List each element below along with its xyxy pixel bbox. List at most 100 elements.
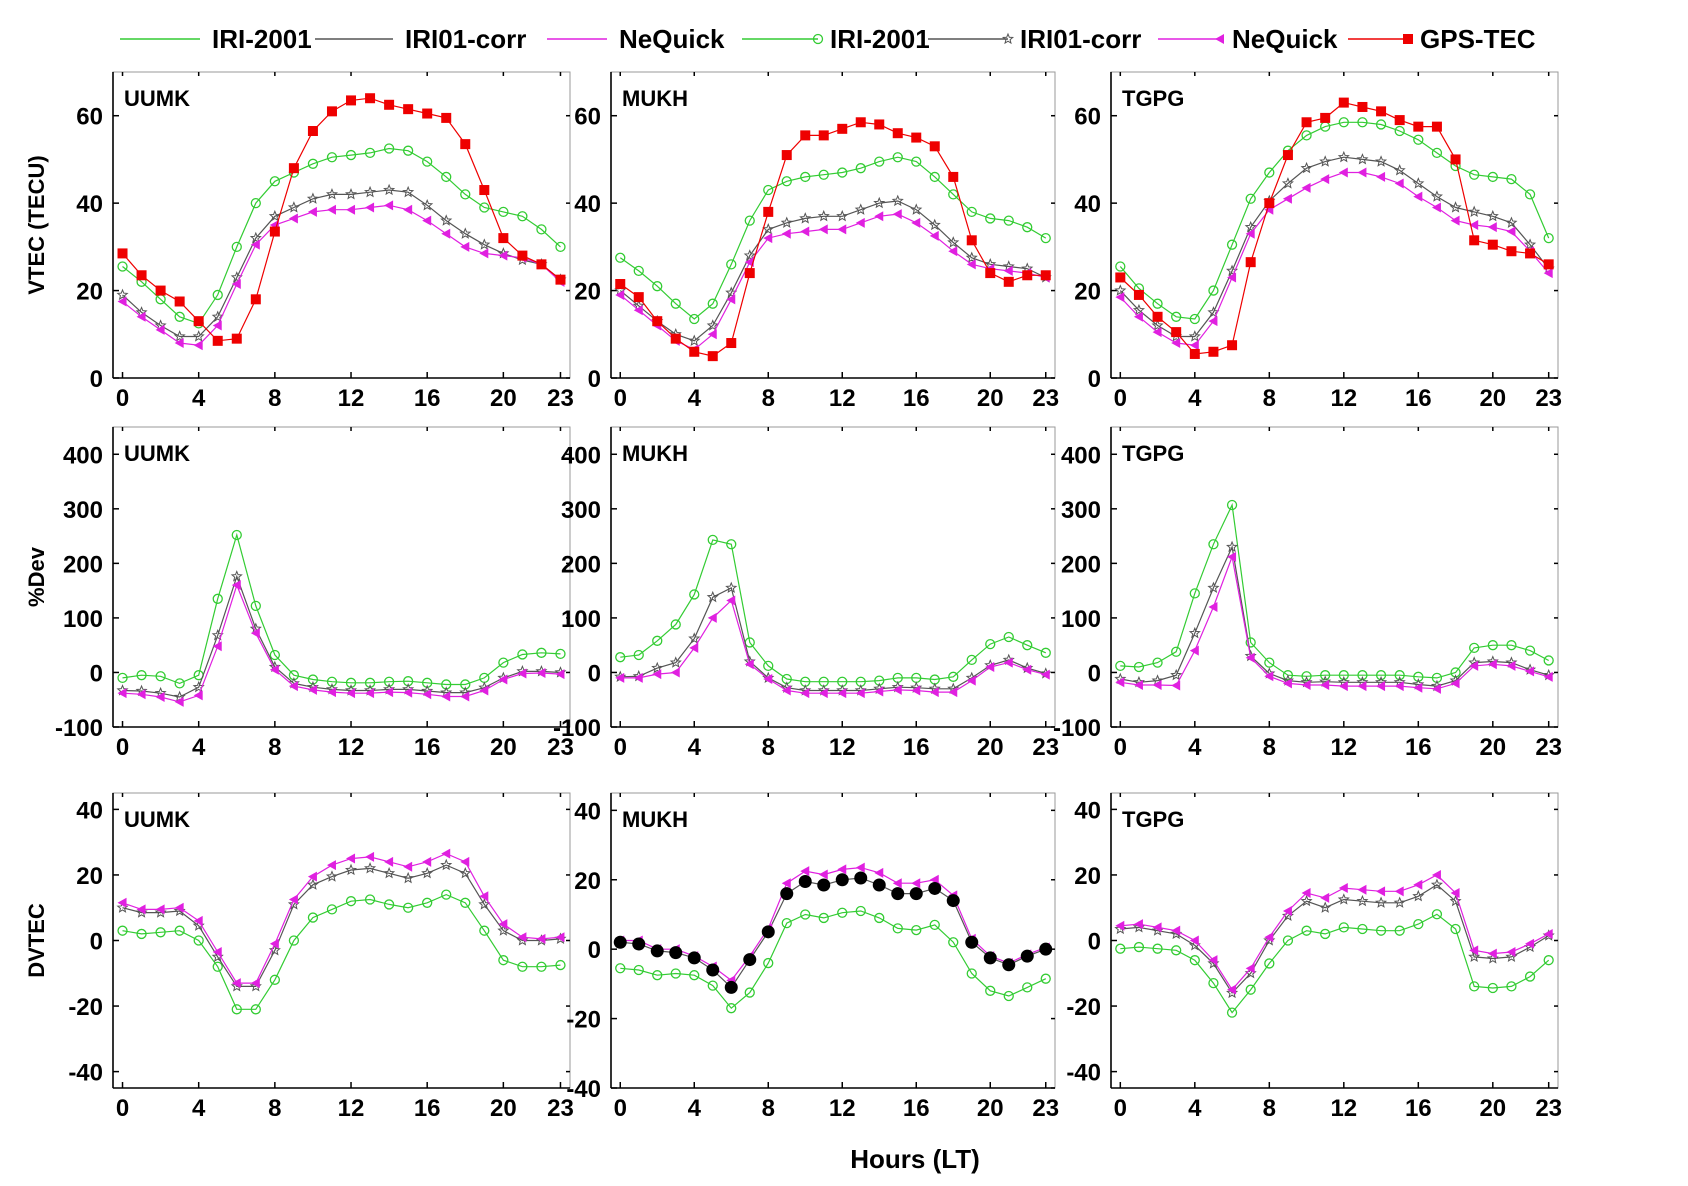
- data-point-iri01-corr-8: [268, 209, 281, 222]
- data-point-iri01-corr-15: [1393, 164, 1406, 176]
- series-line: [122, 189, 561, 338]
- data-point-nequick-7: [744, 257, 754, 268]
- data-point-nequick-9: [1282, 678, 1292, 689]
- data-point-iri01-corr-11: [817, 209, 830, 222]
- data-point-iri01-corr-12: [1337, 893, 1350, 905]
- x-tick-label: 8: [762, 385, 775, 412]
- data-point-nequick-14: [384, 687, 394, 698]
- data-point-iri01-corr-6: [230, 570, 243, 582]
- data-point-nequick-2: [652, 669, 662, 680]
- data-point-iri01-corr-16: [910, 203, 923, 215]
- data-point-iri-2001-5: [1208, 539, 1219, 550]
- y-tick-label: 200: [1061, 551, 1101, 578]
- data-point-nequick-13: [855, 862, 865, 873]
- data-point-nequick-16: [1413, 682, 1423, 693]
- data-point-nequick-6: [1227, 551, 1237, 562]
- data-point-nequick-9: [288, 894, 298, 905]
- data-point-iri01-corr-1: [1132, 303, 1145, 316]
- data-point-nequick-21: [1003, 265, 1013, 276]
- y-axis-label: VTEC (TECU): [24, 155, 49, 294]
- data-point-nequick-23: [1543, 928, 1553, 939]
- data-point-iri-2001-18: [948, 671, 959, 682]
- y-tick-label: 0: [1088, 660, 1101, 687]
- data-point-gps-tec-14: [874, 119, 885, 130]
- data-point-iri-2001-7: [250, 1004, 261, 1015]
- data-point-gps-tec-3: [670, 333, 681, 344]
- data-point-nequick-20: [985, 662, 995, 672]
- x-axis-label: Hours (LT): [850, 1144, 980, 1174]
- data-point-nequick-23: [1040, 669, 1050, 680]
- data-point-nequick-14: [874, 686, 884, 697]
- data-point-iri01-corr-12: [836, 209, 849, 222]
- legend-star-marker: [1001, 32, 1015, 45]
- data-point-gps-tec-23: [1543, 259, 1554, 270]
- data-point-iri-2001-19: [966, 968, 977, 979]
- data-point-iri-2001-0: [117, 672, 128, 684]
- station-label: TGPG: [1122, 86, 1184, 111]
- data-point-nequick-6: [231, 580, 241, 591]
- data-point-iri-2001-14: [874, 912, 885, 924]
- y-axis-label: %Dev: [24, 546, 49, 607]
- data-point-iri01-corr-16: [421, 866, 434, 879]
- series-nequick: [117, 580, 565, 707]
- data-point-iri-2001-8: [763, 184, 774, 196]
- station-label: MUKH: [622, 86, 688, 111]
- data-point-iri-2001-12: [837, 167, 848, 178]
- series-iri-2001: [117, 889, 566, 1015]
- data-point-nequick-23: [555, 932, 565, 943]
- data-point-gps-tec-18: [460, 139, 471, 150]
- data-point-mean-1: [632, 937, 646, 951]
- series-line: [122, 97, 561, 342]
- data-point-nequick-17: [441, 228, 451, 239]
- x-tick-label: 0: [1114, 1095, 1127, 1122]
- data-point-iri-2001-9: [1282, 935, 1294, 946]
- series-iri01-corr: [1114, 878, 1555, 999]
- data-point-iri01-corr-10: [1300, 894, 1313, 907]
- data-point-nequick-20: [1487, 222, 1497, 233]
- data-point-iri-2001-11: [326, 904, 338, 915]
- series-line: [1119, 121, 1550, 320]
- data-point-iri-2001-16: [911, 156, 922, 167]
- y-tick-label: 40: [574, 798, 601, 825]
- panel-mukh-row2: 0 4 8 12 16 20 23 -40 -20 0 20 40 MUKH: [566, 792, 1059, 1122]
- data-point-gps-tec-14: [384, 99, 395, 110]
- data-point-nequick-16: [911, 685, 921, 696]
- y-tick-label: -100: [553, 715, 601, 742]
- series-line: [1120, 554, 1549, 690]
- data-point-iri01-corr-18: [459, 227, 472, 239]
- data-point-iri-2001-8: [763, 957, 774, 969]
- data-point-iri01-corr-11: [325, 188, 339, 200]
- legend-triangle-marker: [1215, 34, 1224, 44]
- data-point-iri-2001-1: [633, 649, 644, 661]
- data-point-nequick-7: [744, 659, 754, 670]
- data-point-nequick-6: [1227, 984, 1237, 995]
- data-point-nequick-16: [911, 878, 921, 889]
- legend-entry-iri-2001-0: IRI-2001: [120, 24, 312, 54]
- data-point-iri-2001-9: [1282, 670, 1294, 681]
- data-point-gps-tec-8: [763, 206, 774, 217]
- data-point-iri-2001-3: [670, 619, 681, 630]
- data-point-iri-2001-3: [1171, 945, 1182, 956]
- data-point-iri01-corr-15: [891, 194, 904, 207]
- series-line: [122, 574, 561, 698]
- data-point-gps-tec-16: [911, 132, 922, 143]
- data-point-mean-7: [743, 953, 757, 967]
- data-point-gps-tec-13: [855, 117, 866, 128]
- data-point-nequick-16: [422, 215, 432, 226]
- data-point-nequick-17: [441, 848, 451, 859]
- panel-tgpg-row0: 0 4 8 12 16 20 23 0 20 40 60 TGPG: [1074, 71, 1562, 412]
- data-point-nequick-20: [1487, 659, 1497, 670]
- x-tick-label: 20: [1479, 385, 1506, 412]
- x-tick-label: 16: [903, 1095, 930, 1122]
- data-point-nequick-21: [1506, 226, 1516, 237]
- data-point-iri-2001-16: [1413, 918, 1424, 930]
- data-point-iri-2001-2: [1152, 657, 1163, 668]
- data-point-gps-tec-9: [781, 150, 792, 161]
- data-point-iri-2001-3: [174, 925, 185, 936]
- data-point-iri-2001-5: [707, 298, 718, 309]
- series-line: [620, 866, 1047, 982]
- data-point-nequick-0: [117, 296, 127, 307]
- series-iri-2001: [117, 529, 566, 690]
- data-point-iri-2001-19: [1469, 642, 1480, 654]
- data-point-nequick-15: [403, 861, 413, 872]
